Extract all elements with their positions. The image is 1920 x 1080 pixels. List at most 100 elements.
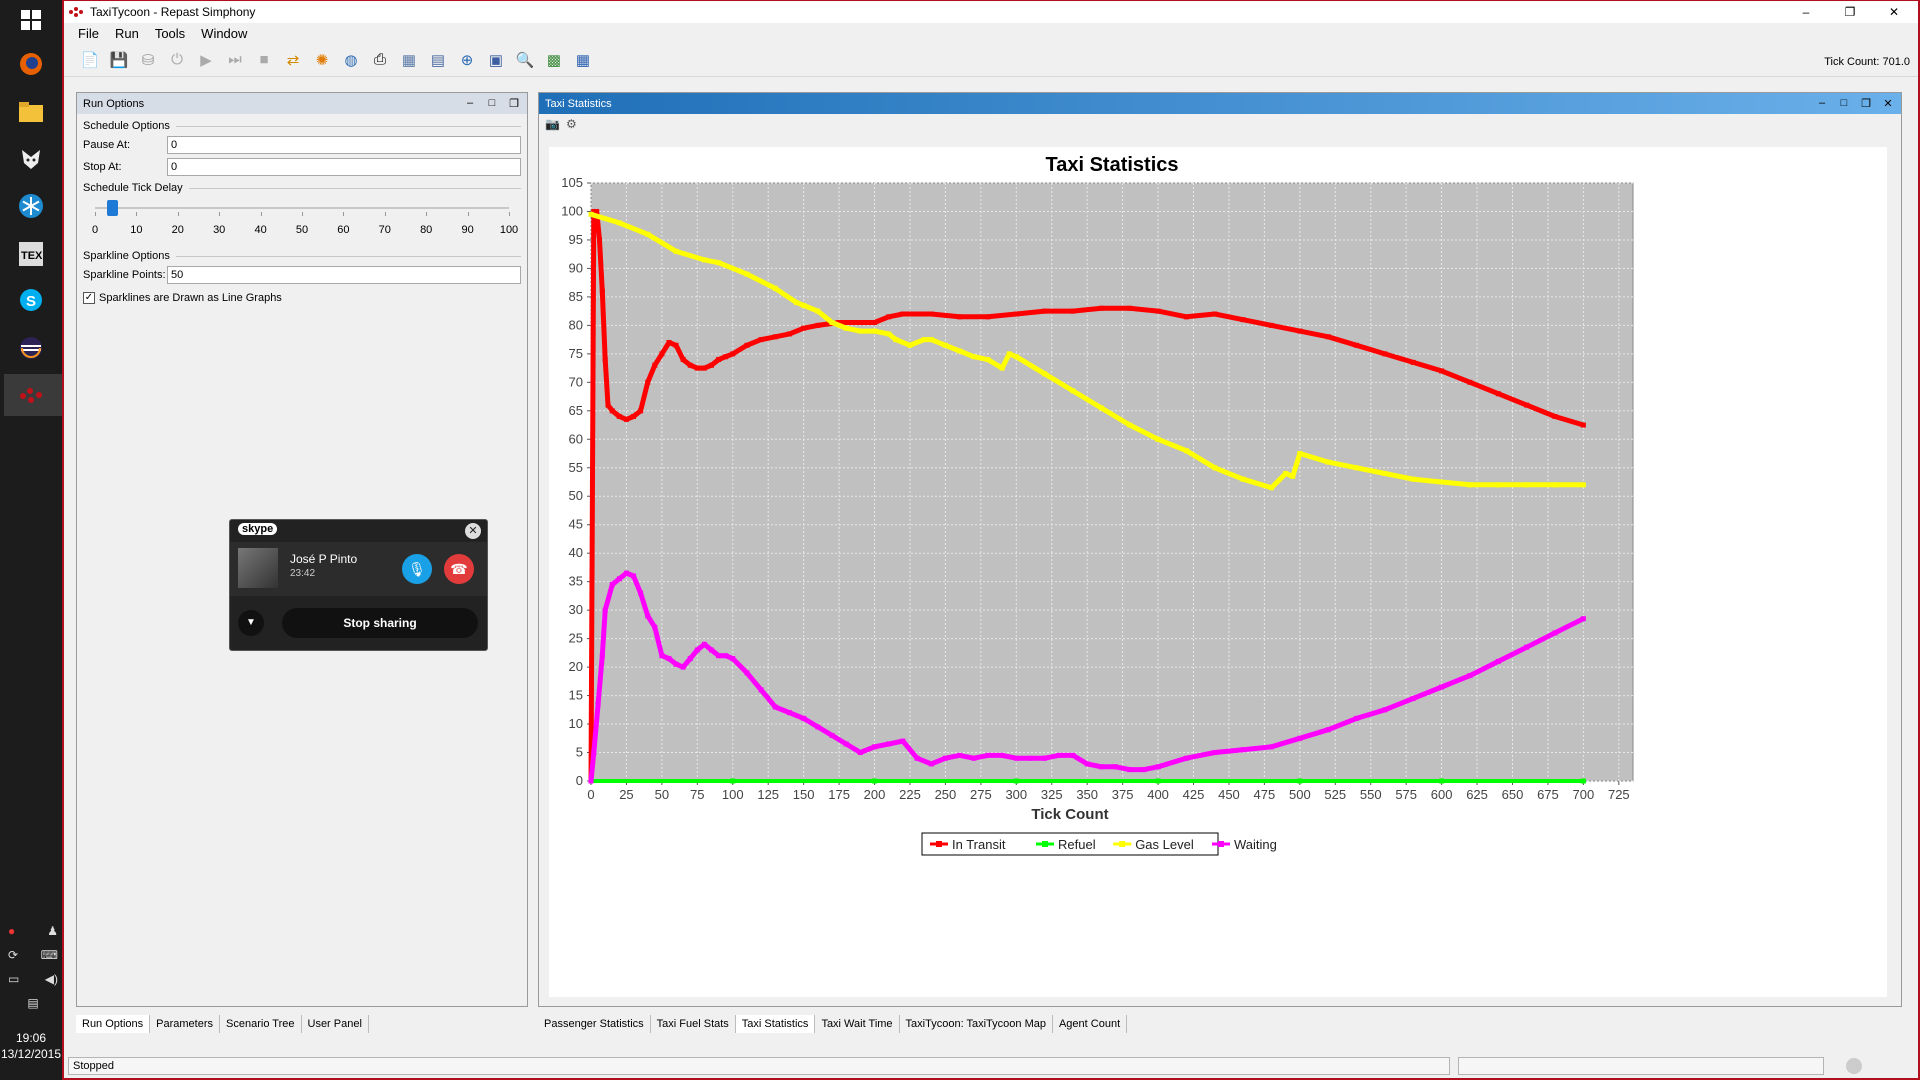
chart-panel-restore-icon[interactable]: ❐ <box>1861 97 1871 110</box>
tab-agent-count[interactable]: Agent Count <box>1053 1015 1128 1033</box>
data-point-in-transit <box>758 337 764 343</box>
tab-passenger-statistics[interactable]: Passenger Statistics <box>538 1015 651 1033</box>
data-point-gas-level <box>1240 476 1246 482</box>
windows-start-icon[interactable] <box>15 4 47 36</box>
data-point-waiting <box>1141 767 1147 773</box>
eclipse-icon[interactable] <box>15 332 47 364</box>
chart-area: Taxi Statistics 0 25 50 75 100 125 150 175 200 225… <box>549 147 1887 997</box>
close-button[interactable]: ✕ <box>1888 5 1900 19</box>
step-run-icon[interactable]: ⏭ <box>228 51 242 68</box>
tex-icon[interactable]: TEX <box>15 238 47 270</box>
firefox-icon[interactable] <box>15 48 47 80</box>
slider-tick-mark <box>177 212 179 216</box>
data-point-waiting <box>957 752 963 758</box>
movie-icon[interactable]: ▣ <box>488 51 504 69</box>
data-point-waiting <box>595 701 601 707</box>
tab-scenario-tree[interactable]: Scenario Tree <box>220 1015 302 1033</box>
tray-user-icon[interactable]: ♟ <box>47 924 58 938</box>
system-clock[interactable]: 19:06 13/12/2015 <box>0 1030 62 1062</box>
tab-taxi-wait-time[interactable]: Taxi Wait Time <box>815 1015 900 1033</box>
menu-file[interactable]: File <box>78 25 99 41</box>
start-run-icon[interactable]: ▶ <box>200 51 212 69</box>
y-tick-label: 55 <box>569 460 583 475</box>
microphone-icon[interactable]: 🎙 <box>402 554 432 584</box>
data-point-waiting <box>730 656 736 662</box>
stop-run-icon[interactable]: ■ <box>259 51 269 68</box>
data-point-in-transit <box>801 325 807 331</box>
init-run-icon[interactable]: ⏻ <box>171 51 183 68</box>
tab-taxitycoon-map[interactable]: TaxiTycoon: TaxiTycoon Map <box>900 1015 1053 1033</box>
globe-icon[interactable]: ◍ <box>344 51 358 69</box>
stop-sharing-button[interactable]: Stop sharing <box>282 608 478 638</box>
tray-volume-icon[interactable]: ◀) <box>44 972 58 986</box>
database-icon[interactable]: ⛁ <box>141 51 155 69</box>
app-icon-snowflake[interactable] <box>15 190 47 222</box>
pause-at-input[interactable] <box>167 136 521 154</box>
app-icon-fox[interactable] <box>15 143 47 175</box>
slider-tick-mark <box>95 212 96 216</box>
menu-tools[interactable]: Tools <box>154 25 186 41</box>
repast-icon[interactable] <box>15 380 47 412</box>
notifications-icon[interactable]: ▤ <box>27 996 39 1010</box>
panel-maximize-icon[interactable]: □ <box>488 97 496 109</box>
skype-icon[interactable]: S <box>15 284 47 316</box>
data-point-in-transit <box>1297 328 1303 334</box>
tick-delay-slider[interactable]: 0 10 20 30 40 50 60 70 80 90 100 <box>83 198 521 244</box>
tray-sync-icon[interactable]: ⟳ <box>8 948 19 962</box>
chart-panel-minimize-icon[interactable]: – <box>1818 97 1826 109</box>
minimize-button[interactable]: – <box>1802 5 1810 19</box>
y-tick-label: 105 <box>561 175 583 190</box>
sparkline-checkbox[interactable]: ✓ <box>83 292 95 304</box>
snapshot-icon[interactable]: 📷 <box>545 117 560 131</box>
reset-run-icon[interactable]: ⇄ <box>286 51 300 69</box>
menu-window[interactable]: Window <box>201 25 248 41</box>
image-icon[interactable]: ▩ <box>546 51 562 69</box>
panel-minimize-icon[interactable]: – <box>466 97 474 109</box>
new-icon[interactable]: 📄 <box>80 51 100 69</box>
search-icon[interactable]: 🔍 <box>515 51 535 69</box>
x-tick-label: 150 <box>793 787 815 802</box>
settings-icon[interactable]: ✺ <box>315 51 329 69</box>
web-icon[interactable]: ⊕ <box>460 51 474 69</box>
data-point-in-transit <box>872 320 878 326</box>
chevron-down-icon[interactable]: ▼ <box>238 610 264 636</box>
chart-panel-close-icon[interactable]: ✕ <box>1883 97 1893 110</box>
script-icon[interactable]: ▤ <box>430 51 446 69</box>
tray-keyboard-icon[interactable]: ⌨ <box>40 948 58 962</box>
tab-run-options[interactable]: Run Options <box>76 1015 151 1033</box>
file-explorer-icon[interactable] <box>15 96 47 128</box>
save-icon[interactable]: 💾 <box>109 51 129 69</box>
data-point-waiting <box>985 752 991 758</box>
skype-call-overlay: skype ✕ José P Pinto 23:42 🎙 ☎ ▼ Stop sh… <box>229 519 488 651</box>
grid-icon[interactable]: ▦ <box>575 51 591 69</box>
panel-restore-icon[interactable]: ❐ <box>509 97 519 110</box>
y-tick-label: 75 <box>569 346 583 361</box>
tab-taxi-fuel-stats[interactable]: Taxi Fuel Stats <box>651 1015 736 1033</box>
export-icon[interactable]: ⎙ <box>373 51 386 68</box>
slider-tick-label: 20 <box>171 224 184 236</box>
data-point-waiting <box>1580 616 1586 622</box>
chart-panel-maximize-icon[interactable]: □ <box>1840 97 1848 109</box>
tab-parameters[interactable]: Parameters <box>150 1015 221 1033</box>
data-point-in-transit <box>1183 314 1189 320</box>
data-point-refuel <box>1297 778 1303 784</box>
data-point-refuel <box>1013 778 1019 784</box>
stop-at-input[interactable] <box>167 158 521 176</box>
sparkline-points-input[interactable] <box>167 266 521 284</box>
data-point-gas-level <box>1283 470 1289 476</box>
data-point-in-transit <box>623 416 629 422</box>
hang-up-icon[interactable]: ☎ <box>444 554 474 584</box>
table-icon[interactable]: ▦ <box>401 51 417 69</box>
restore-button[interactable]: ❐ <box>1844 5 1856 19</box>
slider-thumb[interactable] <box>106 200 118 216</box>
data-point-waiting <box>1268 744 1274 750</box>
tray-alert-icon[interactable]: ● <box>8 924 16 938</box>
tab-taxi-statistics[interactable]: Taxi Statistics <box>735 1015 816 1033</box>
tray-network-icon[interactable]: ▭ <box>8 972 20 986</box>
data-point-waiting <box>1084 761 1090 767</box>
chart-properties-icon[interactable]: ⚙ <box>565 117 577 131</box>
tab-user-panel[interactable]: User Panel <box>302 1015 369 1033</box>
data-point-gas-level <box>1524 482 1530 488</box>
menu-run[interactable]: Run <box>114 25 139 41</box>
skype-close-icon[interactable]: ✕ <box>465 523 481 539</box>
